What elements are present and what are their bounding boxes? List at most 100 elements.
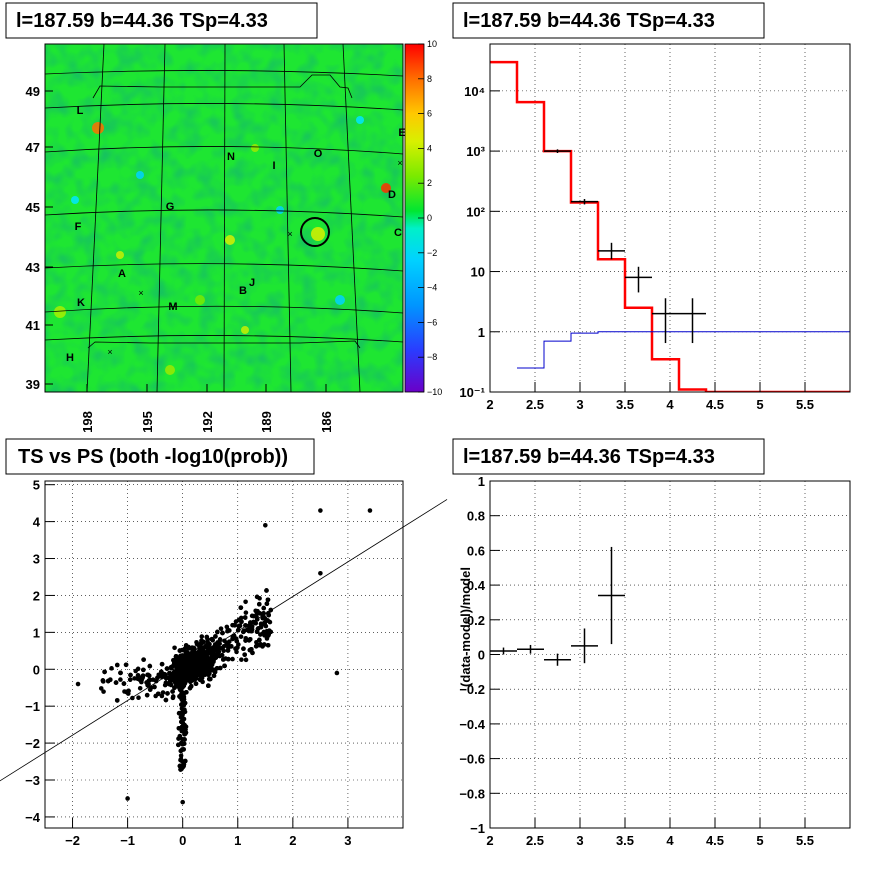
ts-x-tick-label: 0: [179, 833, 186, 848]
skymap-hotspot: [116, 251, 124, 259]
ts-scatter-point: [179, 702, 184, 707]
skymap-x-tick-label: 192: [200, 411, 215, 433]
ts-scatter-point: [213, 655, 219, 660]
ts-scatter-point: [177, 733, 183, 739]
ts-scatter-point: [141, 667, 146, 673]
skymap-hotspots: [54, 116, 391, 375]
ts-scatter-point: [178, 710, 183, 716]
ts-scatter-point: [101, 689, 106, 694]
source-marker: ×: [287, 229, 292, 239]
skymap-region-boundary: [92, 74, 353, 99]
ts-scatter-point: [113, 680, 119, 685]
spectrum-title-box: [452, 2, 765, 39]
skymap-hotspot: [92, 122, 104, 134]
ts-scatter-point: [109, 666, 114, 671]
ts-y-tick-label: 0: [33, 662, 40, 677]
ts-scatter-point: [127, 677, 133, 682]
skymap-hotspot: [356, 116, 364, 124]
ts-vs-ps-axes: −2 −1 0 1 2 3 −4 −3 −2 −1 0 1 2 3 4 5: [25, 478, 351, 848]
ts-scatter-point: [182, 707, 187, 712]
skymap-latitude-line: [45, 103, 403, 111]
ts-scatter-point: [220, 630, 225, 636]
residuals-axes: 2 2.5 3 3.5 4 4.5 5 5.5 −1 −0.8 −0.6 −0.4 −0.2 0 0.2 0.…: [459, 474, 814, 848]
ts-scatter-point: [257, 637, 262, 643]
ts-scatter-point: [243, 610, 249, 615]
source-label-N: N: [227, 151, 235, 163]
ts-scatter-point: [215, 644, 220, 650]
ts-scatter-point: [177, 679, 183, 685]
ts-scatter-point: [160, 671, 166, 677]
ts-scatter-point: [118, 677, 123, 682]
residuals-x-tick-label: 5: [756, 833, 763, 848]
ts-scatter-point: [174, 664, 179, 670]
spectrum-axes: 2 2.5 3 3.5 4 4.5 5 5.5 10⁻¹ 1 10 10² 10³ 10⁴: [459, 84, 814, 412]
skymap-y-tick-label: 49: [26, 84, 40, 99]
ts-scatter-point: [181, 763, 186, 769]
ts-scatter-point: [261, 629, 267, 635]
ts-scatter-point: [243, 599, 248, 605]
ts-y-tick-label: 5: [33, 478, 40, 493]
ts-scatter-point: [199, 640, 204, 646]
ts-scatter-point: [179, 724, 185, 730]
spectrum-x-tick-label: 2.5: [526, 397, 544, 412]
target-circle: [300, 217, 330, 247]
ts-scatter-point: [121, 681, 127, 686]
ts-scatter-point: [181, 683, 187, 689]
ts-scatter-point: [165, 691, 170, 696]
residuals-points: [490, 546, 625, 666]
ts-scatter-point: [251, 613, 256, 619]
ts-scatter-point: [146, 678, 152, 683]
residuals-x-tick-label: 2.5: [526, 833, 544, 848]
skymap-y-tick-label: 43: [26, 260, 40, 275]
skymap-longitude-line: [342, 44, 361, 392]
skymap-region-boundary: [87, 340, 361, 349]
ts-scatter-point: [241, 646, 246, 651]
ts-scatter-point: [147, 663, 153, 669]
ts-scatter-point: [220, 657, 226, 662]
ts-scatter-point: [210, 659, 215, 664]
ts-scatter-point: [184, 678, 189, 683]
spectrum-y-tick-label: 10²: [466, 204, 485, 219]
ts-scatter-point: [261, 605, 267, 611]
source-label-B: B: [239, 285, 247, 297]
skymap-longitude-line: [86, 44, 105, 392]
ts-scatter-point: [229, 644, 234, 649]
ts-scatter-point: [202, 656, 207, 661]
source-marker: ×: [107, 347, 112, 357]
colorbar-tick-label: 4: [427, 143, 432, 153]
ts-scatter-point: [197, 665, 203, 671]
spectrum-x-tick-label: 5.5: [796, 397, 814, 412]
spectrum-x-tick-label: 4: [666, 397, 674, 412]
ts-scatter-point: [125, 796, 130, 801]
source-label-D: D: [388, 189, 396, 201]
ts-scatter-point: [118, 670, 123, 676]
ts-scatter-point: [177, 675, 183, 681]
ts-scatter-point: [215, 649, 221, 654]
source-label-M: M: [168, 301, 177, 313]
ts-x-tick-label: 1: [234, 833, 241, 848]
source-label-F: F: [75, 221, 82, 233]
spectrum-x-tick-label: 3.5: [616, 397, 634, 412]
ts-scatter-point: [172, 645, 177, 651]
skymap-latitude-line: [45, 70, 403, 77]
residuals-y-tick-label: 0.2: [467, 613, 485, 628]
ts-scatter-point: [152, 684, 157, 690]
ts-scatter-point: [367, 508, 373, 513]
colorbar-tick-label: −4: [427, 283, 437, 293]
ts-vs-ps-panel: −2 −1 0 1 2 3 −4 −3 −2 −1 0 1 2 3 4 5 TS vs PS (both -l…: [0, 438, 448, 848]
source-label-L: L: [77, 105, 84, 117]
colorbar-tick-label: 2: [427, 178, 432, 188]
colorbar-tick-label: −6: [427, 317, 437, 327]
ts-scatter-point: [265, 642, 271, 648]
ts-scatter-point: [179, 728, 185, 734]
source-label-I: I: [272, 160, 275, 172]
ts-y-tick-label: 3: [33, 552, 40, 567]
ts-scatter-point: [265, 618, 270, 623]
ts-scatter-point: [160, 690, 166, 695]
skymap-x-tick-label: 195: [140, 411, 155, 433]
ts-scatter-point: [211, 673, 217, 679]
ts-scatter-point: [140, 673, 146, 678]
colorbar-tick-label: 10: [427, 39, 437, 49]
residuals-y-tick-label: 0.4: [467, 578, 486, 593]
skymap-hotspot: [251, 144, 259, 152]
